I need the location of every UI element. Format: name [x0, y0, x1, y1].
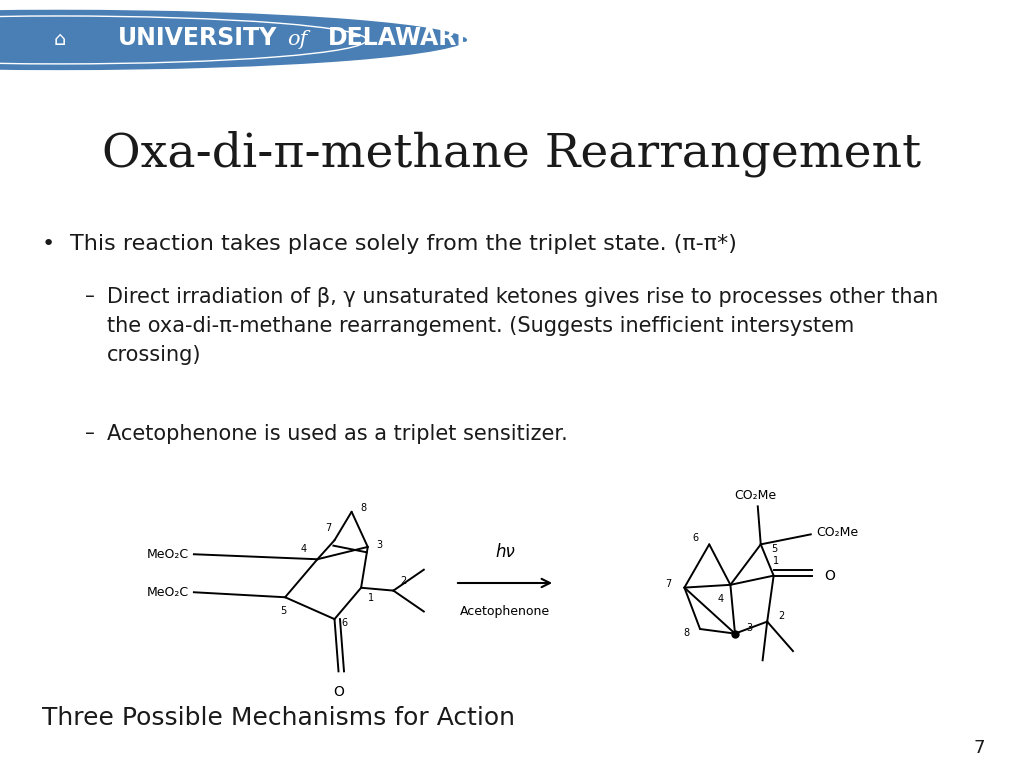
Text: 7: 7	[666, 578, 672, 588]
Text: DELAWARE: DELAWARE	[328, 26, 473, 51]
Circle shape	[0, 8, 469, 72]
Text: 7: 7	[326, 523, 332, 533]
Text: of: of	[287, 31, 307, 49]
Text: 2: 2	[778, 611, 784, 621]
Text: Acetophenone: Acetophenone	[460, 605, 550, 618]
Text: 3: 3	[745, 623, 752, 633]
Text: This reaction takes place solely from the triplet state. (π-π*): This reaction takes place solely from th…	[70, 234, 737, 254]
Text: MeO₂C: MeO₂C	[146, 548, 188, 561]
Text: Acetophenone is used as a triplet sensitizer.: Acetophenone is used as a triplet sensit…	[106, 424, 567, 444]
Text: 6: 6	[341, 618, 347, 628]
Text: 7: 7	[974, 739, 985, 757]
Text: –: –	[85, 287, 95, 306]
Text: 5: 5	[772, 545, 778, 554]
Text: 4: 4	[718, 594, 724, 604]
Text: UNIVERSITY: UNIVERSITY	[118, 26, 278, 51]
Text: O: O	[333, 685, 344, 700]
Text: •: •	[42, 234, 55, 254]
Text: Direct irradiation of β, γ unsaturated ketones gives rise to processes other tha: Direct irradiation of β, γ unsaturated k…	[106, 287, 938, 365]
Text: –: –	[85, 424, 95, 443]
Text: 1: 1	[368, 593, 374, 603]
Text: hν: hν	[496, 543, 515, 561]
Text: 1: 1	[772, 555, 778, 566]
Text: 3: 3	[377, 540, 383, 550]
Text: Oxa-di-π-methane Rearrangement: Oxa-di-π-methane Rearrangement	[102, 131, 922, 177]
Text: ⌂: ⌂	[53, 31, 66, 49]
Text: 5: 5	[280, 606, 287, 616]
Text: 8: 8	[683, 628, 689, 638]
Text: 8: 8	[360, 503, 367, 513]
Text: Three Possible Mechanisms for Action: Three Possible Mechanisms for Action	[42, 706, 515, 730]
Text: 6: 6	[692, 533, 698, 544]
Text: O: O	[824, 568, 836, 583]
Text: 2: 2	[400, 575, 407, 585]
Text: CO₂Me: CO₂Me	[734, 489, 777, 502]
Text: CO₂Me: CO₂Me	[816, 526, 858, 539]
Text: MeO₂C: MeO₂C	[146, 586, 188, 599]
Text: 4: 4	[300, 545, 306, 554]
